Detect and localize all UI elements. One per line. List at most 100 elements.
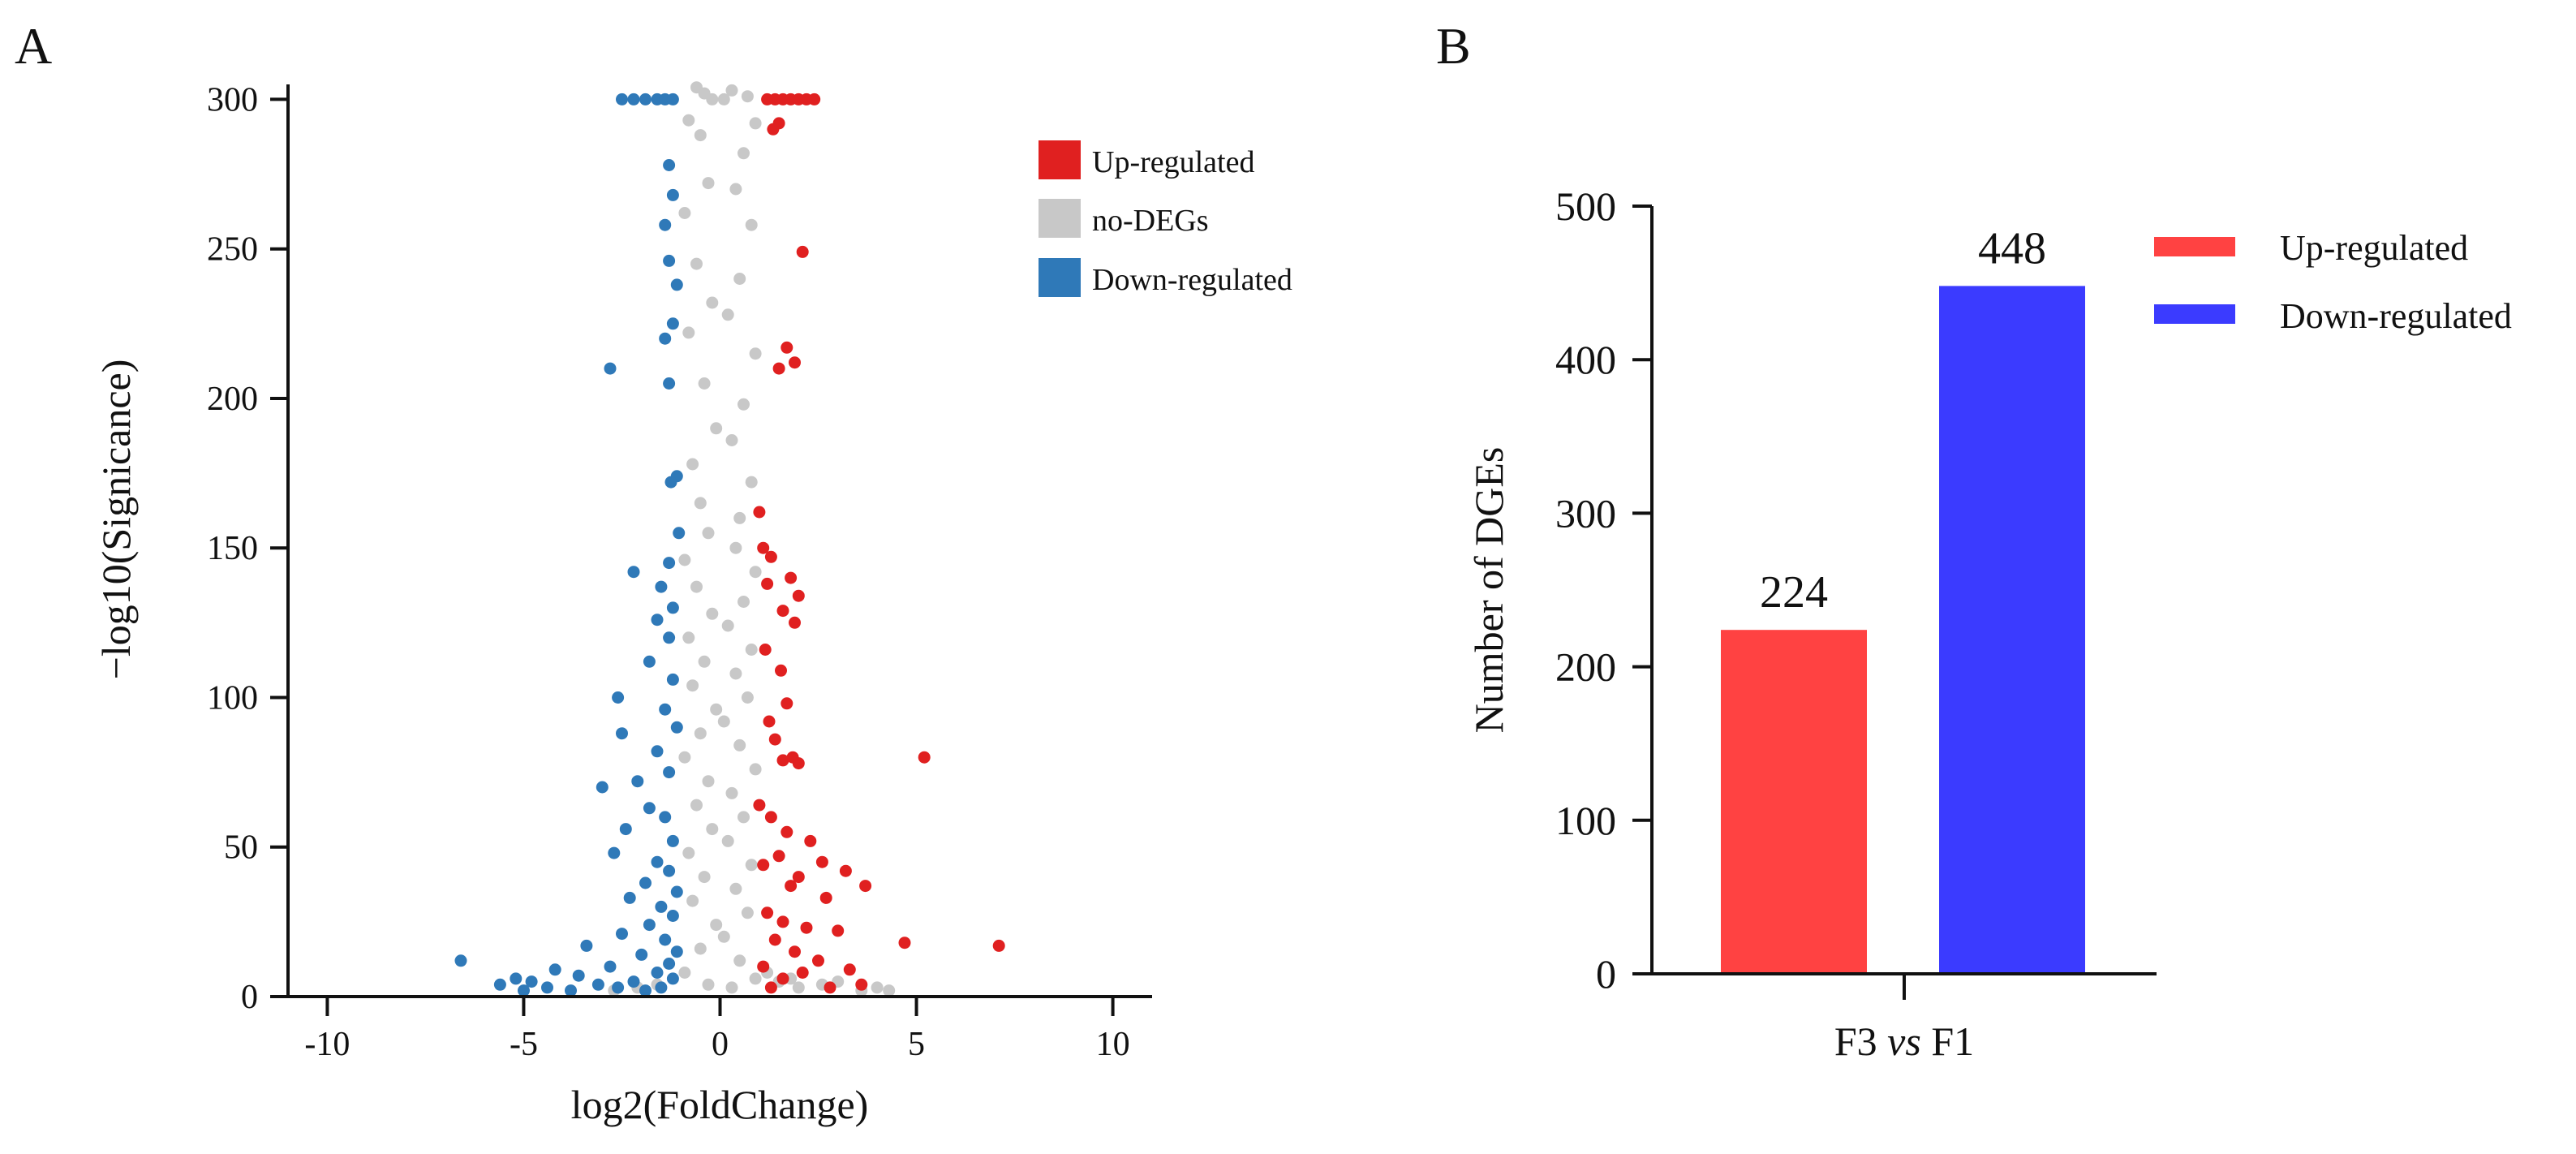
point-up-regulated-37 [839,864,852,877]
volcano-legend: Up-regulated no-DEGs Down-regulated [1039,140,1292,297]
point-no-degs-41 [741,691,754,704]
point-down-regulated-35 [659,811,672,824]
legend-swatch-nodeg [1039,199,1081,238]
volcano-plot: 0 50 100 150 200 250 300 -10 -5 0 5 10 log2(FoldCh… [93,81,1292,1127]
point-no-degs-16 [706,296,719,309]
point-down-regulated-1 [627,93,640,105]
point-down-regulated-67 [565,984,577,997]
point-down-regulated-29 [616,727,628,740]
point-no-degs-52 [706,823,719,836]
point-up-regulated-12 [772,362,785,375]
point-no-degs-66 [702,978,715,991]
point-no-degs-6 [682,114,695,127]
point-no-degs-35 [721,619,734,632]
point-no-degs-13 [745,218,758,231]
point-no-degs-34 [706,607,719,620]
point-no-degs-56 [698,871,711,884]
point-up-regulated-43 [776,915,789,928]
point-down-regulated-62 [591,978,604,991]
bar-y-axis-title: Number of DGEs [1466,447,1512,734]
point-down-regulated-18 [663,557,676,570]
point-up-regulated-15 [764,550,777,563]
point-down-regulated-37 [666,834,679,847]
point-no-degs-43 [717,715,730,728]
point-no-degs-10 [702,177,715,190]
point-down-regulated-34 [643,802,656,815]
point-no-degs-74 [883,984,896,997]
point-no-degs-37 [745,644,758,656]
point-down-regulated-63 [493,978,506,991]
point-no-degs-47 [749,763,762,776]
point-no-degs-26 [694,497,707,510]
point-no-degs-11 [729,183,742,196]
point-no-degs-23 [725,434,738,446]
point-no-degs-33 [738,596,750,608]
point-down-regulated-0 [616,93,628,105]
point-up-regulated-44 [800,921,813,934]
point-down-regulated-43 [623,891,636,904]
point-no-degs-65 [749,972,762,985]
point-no-degs-57 [729,882,742,895]
point-down-regulated-47 [616,928,628,941]
point-no-degs-32 [690,580,703,593]
point-no-degs-31 [749,566,762,579]
point-down-regulated-14 [663,377,676,390]
point-down-regulated-42 [670,885,683,898]
point-no-degs-22 [710,422,723,435]
point-up-regulated-42 [761,906,774,919]
point-down-regulated-24 [643,655,656,668]
point-down-regulated-50 [670,945,683,958]
point-down-regulated-26 [612,691,625,704]
point-down-regulated-66 [541,981,553,994]
point-down-regulated-20 [655,580,668,593]
legend-label-nodeg: no-DEGs [1092,204,1209,238]
bar-y-tick-label-0: 0 [1596,951,1616,997]
point-no-degs-62 [694,942,707,955]
point-no-degs-73 [871,981,884,994]
point-no-degs-55 [745,859,758,872]
point-up-regulated-40 [859,880,872,893]
point-down-regulated-19 [627,566,640,579]
y-tick-label-200: 200 [207,381,258,418]
point-up-regulated-8 [767,123,780,136]
point-down-regulated-40 [663,864,676,877]
point-up-regulated-23 [781,697,793,710]
x-tick-label-5: 5 [908,1026,925,1063]
point-down-regulated-21 [666,601,679,614]
panel-a: A 0 50 100 150 200 250 300 -10 -5 0 5 10 log2(Fold… [15,17,1292,1127]
point-up-regulated-22 [775,664,787,677]
point-down-regulated-39 [651,855,664,868]
bar-legend-swatch-down [2154,304,2235,324]
y-tick-label-50: 50 [224,829,258,867]
point-down-regulated-36 [619,823,632,836]
legend-swatch-up [1039,140,1081,179]
volcano-points [454,81,1005,997]
bar-legend: Up-regulated Down-regulated [2154,228,2512,336]
point-down-regulated-53 [663,958,676,970]
point-no-degs-67 [725,981,738,994]
point-down-regulated-25 [666,673,679,686]
point-no-degs-28 [702,527,715,540]
point-down-regulated-12 [659,332,672,345]
point-down-regulated-46 [643,919,656,932]
point-up-regulated-6 [808,93,821,105]
point-down-regulated-38 [608,846,621,859]
point-up-regulated-32 [781,825,793,838]
legend-label-up: Up-regulated [1092,145,1254,179]
point-no-degs-27 [733,511,746,524]
point-up-regulated-9 [796,245,809,258]
point-no-degs-2 [725,84,738,97]
volcano-x-ticks: -10 -5 0 5 10 [304,997,1130,1063]
point-down-regulated-48 [659,933,672,946]
point-down-regulated-11 [666,317,679,330]
volcano-y-axis-title: −log10(Signicance) [93,360,139,680]
point-up-regulated-52 [843,963,856,976]
point-down-regulated-45 [666,910,679,922]
point-up-regulated-31 [764,811,777,824]
bars: 224 448 [1721,223,2085,974]
point-up-regulated-11 [789,356,801,369]
point-up-regulated-36 [757,859,770,872]
point-up-regulated-45 [832,924,845,937]
point-up-regulated-16 [761,577,774,590]
